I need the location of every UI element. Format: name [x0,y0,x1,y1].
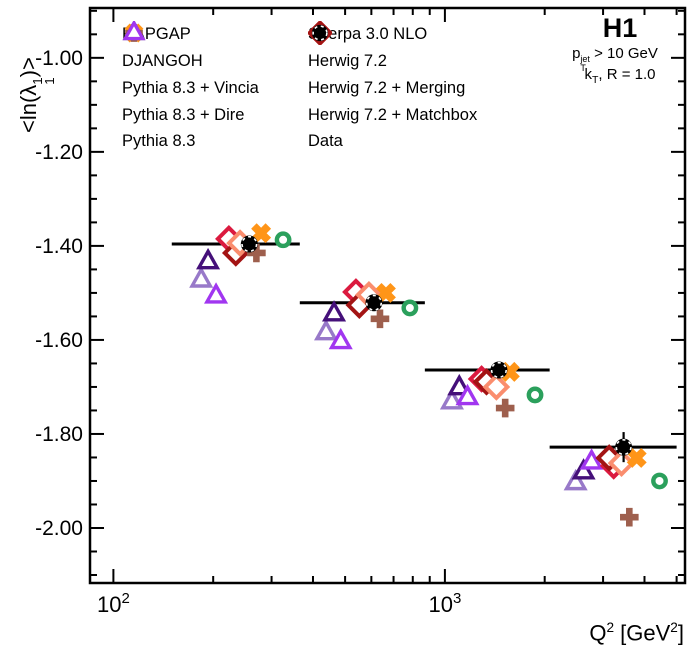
y-axis-ticks [90,9,685,577]
legend-item-herwig-7-2-matchbox: Herwig 7.2 + Matchbox [308,21,478,128]
series-djangoh [247,243,639,527]
legend-item-pythia-8-3: Pythia 8.3 [122,21,259,155]
legend-label: Data [308,132,343,151]
svg-text:-1.00: -1.00 [35,47,83,70]
series-rapgap [251,223,647,468]
svg-text:-1.20: -1.20 [35,141,83,164]
legend-item-herwig-7-2-merging: Herwig 7.2 + Merging [308,21,477,102]
pt-cut-label: p jet T > 10 GeV [572,45,658,73]
x-tick-labels: 102 103 [97,590,461,617]
svg-text:103: 103 [428,590,461,617]
y-axis-title: <ln(λ 1 1)> [16,57,58,133]
legend-item-data: Data [308,24,477,155]
bin-lines [171,242,677,449]
legend-item-pythia-8-3-vincia: Pythia 8.3 + Vincia [122,21,259,102]
svg-text:-1.80: -1.80 [35,423,83,446]
x-axis-ticks [112,8,678,583]
kt-radius-label: kT, R = 1.0 [584,66,656,86]
svg-text:102: 102 [97,590,130,617]
legend-marker-pythia-8-3-icon [122,21,146,41]
svg-text:-1.40: -1.40 [35,235,83,258]
legend-label: Pythia 8.3 + Vincia [122,78,259,97]
legend-item-herwig-7-2: Herwig 7.2 [308,21,477,75]
legend-label: Herwig 7.2 + Merging [308,78,466,97]
legend-label: Pythia 8.3 + Dire [122,105,245,124]
series-herwig-7-2 [215,225,628,480]
series-pythia-8-3-dire [196,247,596,480]
series-herwig-7-2-matchbox [221,239,624,472]
series-sherpa-3-0-nlo [274,231,668,490]
series-data [240,235,633,463]
legend-label: DJANGOH [122,51,203,70]
legend-column-1: RAPGAP DJANGOH Pythia 8.3 + Vincia Pythia 8… [122,21,259,155]
legend-label: Sherpa 3.0 NLO [308,25,428,44]
plot-frame [88,6,687,585]
legend-item-sherpa-3-0-nlo: Sherpa 3.0 NLO [308,21,477,48]
x-axis-title: Q2 [GeV2] [589,620,684,646]
legend-item-pythia-8-3-dire: Pythia 8.3 + Dire [122,21,259,128]
series-pythia-8-3 [204,282,604,470]
series-pythia-8-3-vincia [189,266,588,491]
legend-marker-data-icon [311,24,329,42]
series-herwig-7-2-merging [226,229,636,477]
legend-label: Herwig 7.2 + Matchbox [308,105,478,124]
y-tick-labels: -1.00 -1.20 -1.40 -1.60 -1.80 -2.00 [35,47,83,540]
svg-text:-2.00: -2.00 [35,517,83,540]
legend-item-djangoh: DJANGOH [122,24,259,75]
legend-label: Pythia 8.3 [122,132,196,151]
legend-column-2: Sherpa 3.0 NLO Herwig 7.2 Herwig 7.2 + Mer… [308,21,477,155]
svg-text:-1.60: -1.60 [35,329,83,352]
experiment-label: H1 [602,13,638,43]
legend-label: Herwig 7.2 [308,51,387,70]
